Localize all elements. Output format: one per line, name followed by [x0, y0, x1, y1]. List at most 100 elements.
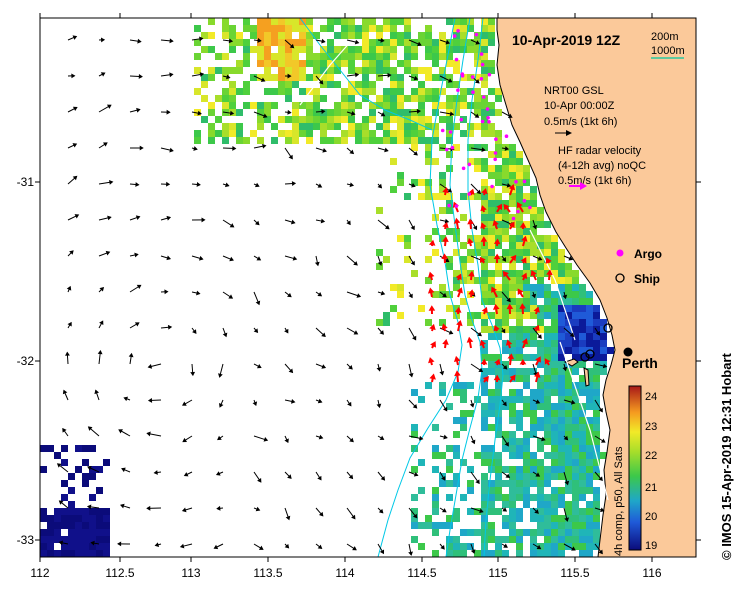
sst-pixel	[495, 466, 502, 473]
argo-dot	[440, 128, 445, 133]
model-arrow	[146, 505, 162, 511]
sst-pixel	[551, 235, 558, 242]
sst-pixel	[516, 151, 523, 158]
sst-pixel	[208, 67, 215, 74]
sst-pixel	[558, 417, 565, 424]
model-arrow	[408, 108, 422, 114]
model-arrow	[470, 39, 481, 45]
sst-pixel	[369, 25, 376, 32]
sst-pixel	[355, 53, 362, 60]
sst-pixel	[418, 459, 425, 466]
model-arrow	[408, 291, 413, 299]
sst-pixel	[418, 137, 425, 144]
sst-pixel	[530, 424, 537, 431]
sst-pixel	[40, 529, 47, 536]
sst-pixel	[516, 242, 523, 249]
sst-pixel	[551, 347, 558, 354]
model-arrow	[253, 75, 266, 82]
sst-pixel	[551, 543, 558, 550]
model-arrow	[562, 291, 568, 300]
sst-pixel	[460, 389, 467, 396]
sst-pixel	[593, 340, 600, 347]
radar-arrow	[441, 323, 448, 332]
sst-pixel	[446, 102, 453, 109]
sst-pixel	[376, 32, 383, 39]
sst-pixel	[68, 508, 75, 515]
sst-pixel	[278, 74, 285, 81]
sst-pixel	[509, 368, 516, 375]
sst-pixel	[593, 459, 600, 466]
sst-pixel	[425, 137, 432, 144]
sst-pixel	[362, 60, 369, 67]
sst-pixel	[299, 116, 306, 123]
model-arrow	[594, 471, 603, 482]
model-arrow	[58, 500, 69, 509]
sst-pixel	[530, 284, 537, 291]
sst-pixel	[68, 473, 75, 480]
sst-pixel	[579, 466, 586, 473]
sst-pixel	[488, 193, 495, 200]
sst-pixel	[593, 515, 600, 522]
model-arrow	[346, 182, 355, 188]
sst-pixel	[481, 25, 488, 32]
sst-pixel	[439, 284, 446, 291]
sst-pixel	[390, 74, 397, 81]
sst-pixel	[460, 256, 467, 263]
sst-pixel	[509, 389, 516, 396]
sst-pixel	[474, 102, 481, 109]
sst-pixel	[299, 25, 306, 32]
sst-pixel	[243, 39, 250, 46]
sst-pixel	[516, 417, 523, 424]
sst-pixel	[348, 67, 355, 74]
sst-pixel	[75, 445, 82, 452]
sst-pixel	[551, 298, 558, 305]
sst-pixel	[306, 32, 313, 39]
model-arrow	[532, 399, 541, 404]
sst-pixel	[411, 494, 418, 501]
sst-pixel	[355, 81, 362, 88]
sst-pixel	[586, 305, 593, 312]
sst-pixel	[509, 347, 516, 354]
model-arrow	[408, 147, 418, 156]
sst-pixel	[439, 452, 446, 459]
sst-pixel	[299, 67, 306, 74]
sst-pixel	[341, 60, 348, 67]
model-arrow	[67, 73, 76, 79]
sst-pixel	[446, 228, 453, 235]
sst-pixel	[460, 543, 467, 550]
argo-dot	[482, 95, 486, 99]
sst-pixel	[544, 410, 551, 417]
sst-pixel	[432, 466, 439, 473]
sst-pixel	[376, 319, 383, 326]
sst-pixel	[530, 403, 537, 410]
sst-pixel	[523, 277, 530, 284]
model-arrow	[216, 505, 224, 511]
model-arrow	[213, 543, 224, 550]
model-arrow	[284, 398, 296, 404]
sst-pixel	[257, 74, 264, 81]
x-tick-label: 116	[642, 566, 661, 580]
sst-pixel	[572, 501, 579, 508]
sst-pixel	[467, 466, 474, 473]
sst-pixel	[579, 340, 586, 347]
sst-pixel	[572, 529, 579, 536]
sst-pixel	[544, 494, 551, 501]
sst-pixel	[558, 319, 565, 326]
model-arrow	[346, 399, 352, 407]
sst-pixel	[516, 186, 523, 193]
sst-pixel	[579, 375, 586, 382]
sst-pixel	[390, 130, 397, 137]
sst-pixel	[509, 270, 516, 277]
sst-pixel	[537, 543, 544, 550]
model-arrow	[501, 435, 509, 447]
sst-pixel	[600, 333, 607, 340]
radar-arrow	[535, 356, 541, 366]
x-tick-label: 114	[335, 566, 354, 580]
sst-pixel	[600, 319, 607, 326]
sst-pixel	[481, 102, 488, 109]
sst-pixel	[481, 319, 488, 326]
sst-field	[40, 18, 614, 557]
sst-pixel	[481, 60, 488, 67]
sst-pixel	[530, 417, 537, 424]
sst-pixel	[341, 18, 348, 25]
